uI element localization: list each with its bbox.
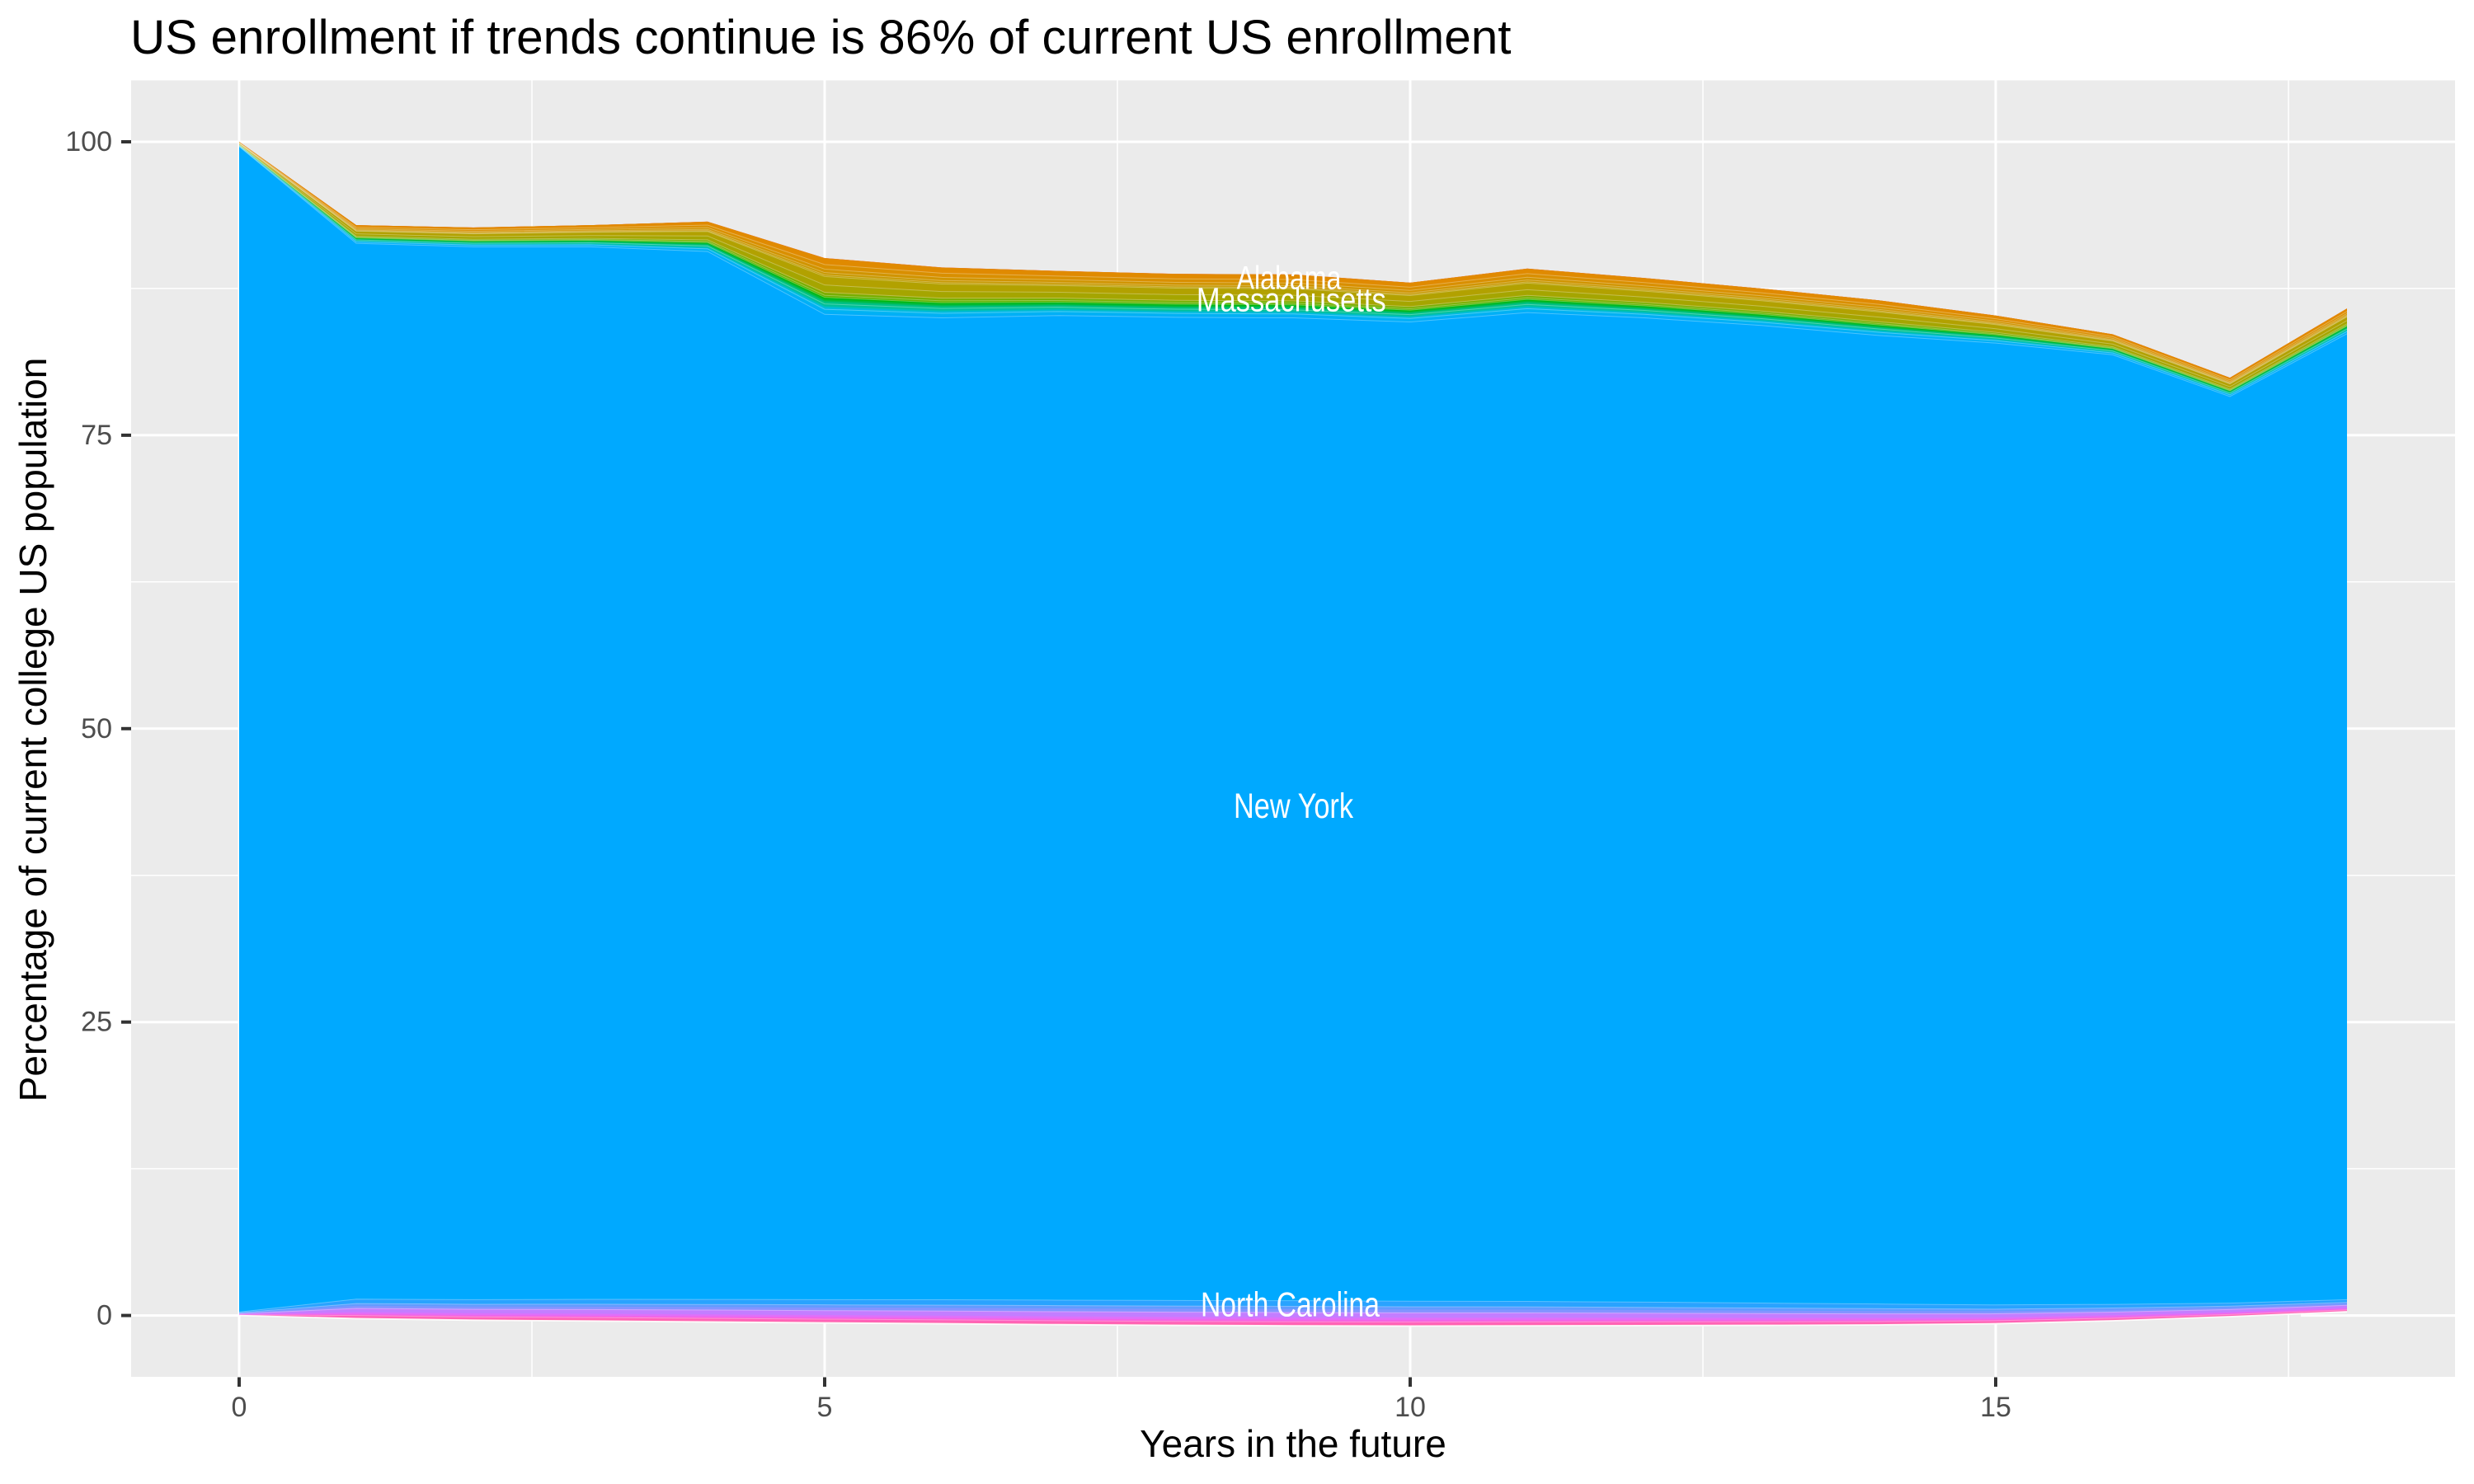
svg-text:Massachusetts: Massachusetts	[1197, 280, 1386, 318]
svg-text:Percentage of current college: Percentage of current college US populat…	[12, 358, 54, 1102]
svg-text:0: 0	[96, 1300, 112, 1331]
svg-text:5: 5	[817, 1392, 833, 1423]
svg-text:50: 50	[81, 713, 112, 744]
svg-text:New York: New York	[1234, 787, 1353, 826]
svg-text:US enrollment if trends contin: US enrollment if trends continue is 86% …	[130, 11, 1512, 64]
svg-text:15: 15	[1980, 1392, 2011, 1423]
svg-text:Alabama: Alabama	[1237, 261, 1342, 297]
svg-text:25: 25	[81, 1007, 112, 1038]
svg-text:0: 0	[232, 1392, 247, 1423]
svg-text:Years in the future: Years in the future	[1140, 1422, 1446, 1465]
svg-text:100: 100	[65, 126, 112, 157]
svg-text:75: 75	[81, 420, 112, 451]
svg-text:10: 10	[1395, 1392, 1426, 1423]
svg-text:North Carolina: North Carolina	[1201, 1285, 1380, 1324]
